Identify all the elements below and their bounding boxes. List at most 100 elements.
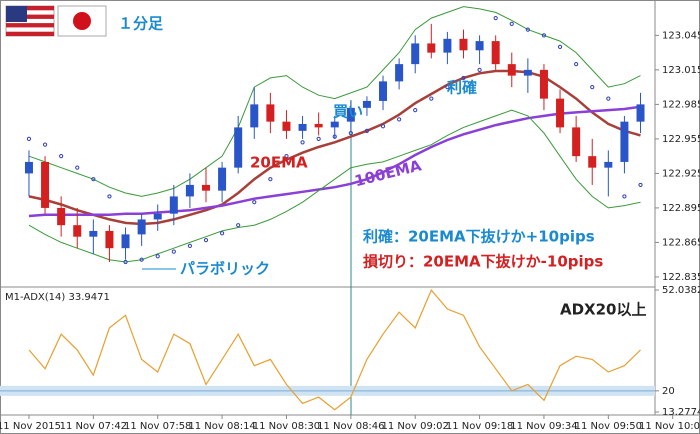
candle-body bbox=[218, 167, 227, 191]
sar-dot bbox=[171, 249, 176, 254]
x-tick-label: 11 Nov 09:50 bbox=[575, 421, 642, 432]
sar-dot bbox=[219, 231, 225, 236]
sar-dot bbox=[42, 142, 48, 147]
sar-dot bbox=[139, 257, 144, 262]
adx-line bbox=[28, 288, 641, 411]
sar-dot bbox=[590, 85, 595, 90]
candle-body bbox=[523, 69, 532, 76]
candle-body bbox=[250, 104, 259, 128]
x-tick-label: 11 Nov 09:02 bbox=[381, 421, 448, 432]
y-tick-label: 20 bbox=[662, 386, 675, 397]
candle-body bbox=[89, 230, 98, 237]
sar-dot bbox=[123, 259, 128, 265]
candle-body bbox=[169, 196, 178, 214]
sar-dot bbox=[107, 194, 112, 199]
candle-body bbox=[185, 184, 194, 197]
sar-dot bbox=[445, 85, 450, 90]
y-tick-label: 13.2774 bbox=[662, 407, 700, 418]
candle-body bbox=[636, 104, 645, 122]
candle-body bbox=[507, 64, 516, 76]
sar-dot bbox=[187, 243, 193, 248]
ema-line bbox=[28, 69, 641, 226]
candle-body bbox=[298, 123, 307, 131]
candle-body bbox=[282, 121, 291, 131]
y-tick-label: 123.045 bbox=[662, 30, 700, 41]
japan-flag bbox=[57, 5, 107, 37]
sar-dot bbox=[525, 27, 530, 32]
x-tick-label: 11 Nov 07:58 bbox=[124, 421, 191, 432]
sar-dot bbox=[26, 136, 32, 141]
candle-body bbox=[459, 38, 468, 51]
candle-body bbox=[411, 43, 420, 65]
adx-note: ADX20以上 bbox=[560, 301, 647, 319]
timeframe-label: １分足 bbox=[118, 15, 164, 33]
candle-body bbox=[395, 64, 404, 82]
take-profit-label: 利確 bbox=[447, 79, 477, 97]
y-tick-label: 52.0382 bbox=[662, 285, 700, 296]
sar-dot bbox=[541, 33, 547, 38]
sar-dot bbox=[380, 124, 386, 129]
bollinger-band bbox=[28, 109, 641, 263]
candle-body bbox=[443, 38, 452, 53]
candle-body bbox=[379, 81, 388, 101]
candle-body bbox=[362, 100, 371, 108]
sar-dot bbox=[268, 177, 273, 182]
y-tick-label: 122.865 bbox=[662, 237, 700, 248]
y-tick-label: 122.925 bbox=[662, 168, 700, 179]
x-tick-label: 11 Nov 08:30 bbox=[253, 421, 320, 432]
us-flag bbox=[5, 5, 55, 37]
x-tick-label: 11 Nov 09:18 bbox=[446, 421, 513, 432]
candle-body bbox=[121, 234, 130, 249]
candle-body bbox=[201, 184, 210, 191]
sar-dot bbox=[316, 136, 321, 141]
candle-body bbox=[73, 225, 82, 237]
sar-dot bbox=[493, 16, 498, 21]
sar-label: パラボリック bbox=[180, 260, 270, 278]
sar-dot bbox=[75, 165, 80, 170]
ema20-label: 20EMA bbox=[250, 154, 308, 172]
sar-dot bbox=[236, 223, 241, 228]
sar-dot bbox=[284, 154, 289, 159]
candle-body bbox=[330, 121, 339, 128]
sar-dot bbox=[91, 177, 96, 182]
x-tick-label: 11 Nov 2015 bbox=[0, 421, 61, 432]
candle-body bbox=[153, 213, 162, 220]
sar-dot bbox=[59, 154, 64, 159]
bollinger-band bbox=[28, 6, 641, 197]
candle-body bbox=[556, 98, 565, 128]
candle-body bbox=[234, 127, 243, 168]
buy-label: 買い bbox=[333, 103, 363, 121]
candle-body bbox=[604, 161, 613, 168]
sar-dot bbox=[300, 140, 305, 145]
candle-body bbox=[427, 43, 436, 53]
candle-body bbox=[57, 207, 66, 226]
sar-dot bbox=[413, 108, 418, 113]
x-tick-label: 11 Nov 09:34 bbox=[510, 421, 577, 432]
candle-body bbox=[539, 69, 548, 99]
candle-body bbox=[620, 121, 629, 162]
x-tick-label: 11 Nov 07:42 bbox=[60, 421, 127, 432]
y-tick-label: 122.955 bbox=[662, 134, 700, 145]
sar-dot bbox=[574, 62, 579, 67]
sar-dot bbox=[606, 96, 611, 101]
sar-dot bbox=[429, 96, 434, 101]
sar-dot bbox=[622, 194, 627, 199]
candle-body bbox=[105, 230, 114, 249]
sar-dot bbox=[364, 128, 370, 133]
sar-dot bbox=[348, 131, 353, 136]
sar-dot bbox=[477, 67, 482, 72]
sar-dot bbox=[638, 182, 643, 188]
stop-rule: 損切り：20EMA下抜けか-10pips bbox=[363, 253, 603, 271]
candle-body bbox=[41, 161, 50, 208]
ema-line bbox=[28, 105, 641, 218]
candle-body bbox=[491, 41, 500, 65]
sar-dot bbox=[155, 254, 160, 259]
candle-body bbox=[266, 104, 275, 122]
sar-dot bbox=[557, 44, 563, 49]
x-tick-label: 11 Nov 08:46 bbox=[317, 421, 384, 432]
y-tick-label: 122.895 bbox=[662, 203, 700, 214]
candle-body bbox=[314, 123, 323, 128]
candle-body bbox=[137, 219, 146, 235]
x-tick-label: 11 Nov 10:06 bbox=[639, 421, 700, 432]
